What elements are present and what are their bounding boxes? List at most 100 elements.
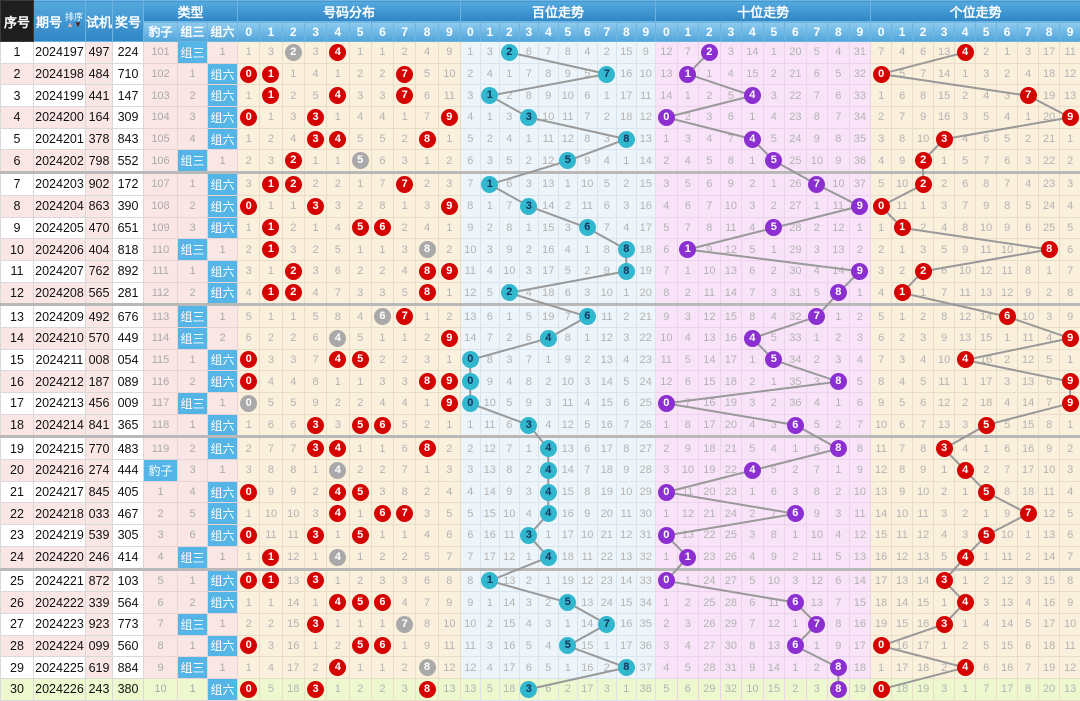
subheader-dist-digit-4: 4 (326, 21, 350, 42)
bai-cell-1: 4 (479, 656, 501, 679)
prize-digit-circle: 3 (307, 130, 325, 148)
shi-cell-7: 7 (805, 172, 829, 196)
ge-cell-6: 7 (996, 459, 1019, 482)
test-number-cell: 404 (85, 238, 113, 261)
test-number-cell: 484 (85, 62, 113, 86)
bai-cell-7: 9 (596, 259, 618, 283)
shi-cell-8: 8 (827, 127, 850, 151)
trend-row-18: 18 2024214 841 365 118 1 组六 1 6 6 3 3 5 6 5 2 1 1 11 6 3 4 12 5… (0, 413, 1080, 439)
shi-cell-6: 20 (784, 41, 807, 64)
dist-cell-0: 2 (237, 612, 261, 636)
type-zusan-cell: 1 (177, 413, 208, 439)
prize-digit-circle: 6 (373, 594, 391, 612)
dist-cell-9: 9 (437, 259, 462, 283)
shi-cell-1: 2 (676, 281, 700, 307)
bai-cell-9: 30 (635, 502, 657, 526)
prize-number-cell: 560 (112, 634, 144, 658)
dist-cell-0: 1 (237, 502, 261, 526)
bai-cell-0: 5 (460, 127, 481, 151)
dist-cell-2: 6 (281, 413, 305, 439)
ge-cell-1: 4 (891, 370, 914, 393)
ge-cell-1: 6 (891, 84, 914, 108)
dist-cell-8: 2 (415, 172, 439, 196)
header-prize-number: 奖号 (112, 0, 144, 42)
bai-cell-2: 4 (499, 370, 520, 393)
dist-cell-7: 1 (393, 326, 417, 350)
prize-digit-circle: 0 (240, 572, 258, 590)
dist-cell-4: 4 (326, 84, 350, 108)
dist-cell-7: 2 (393, 656, 417, 679)
prize-digit-circle: 3 (307, 572, 325, 590)
shi-cell-3: 14 (719, 281, 743, 307)
ge-cell-0: 18 (870, 591, 893, 614)
bai-cell-7: 15 (596, 392, 618, 415)
seq-cell: 30 (0, 677, 34, 701)
seq-cell: 11 (0, 259, 34, 283)
hundreds-trend-circle: 3 (520, 680, 538, 698)
shi-cell-4: 2 (741, 502, 764, 526)
shi-cell-3: 29 (719, 612, 743, 636)
prize-digit-circle: 2 (284, 152, 302, 170)
dist-cell-9: 8 (437, 568, 462, 593)
ge-cell-9: 12 (1059, 656, 1080, 679)
shi-cell-6: 35 (784, 370, 807, 393)
ge-cell-9: 2 (1059, 149, 1080, 175)
ge-cell-0: 7 (870, 348, 893, 372)
dist-cell-3: 3 (303, 612, 328, 636)
subheader-shi-digit-0: 0 (655, 21, 678, 42)
shi-cell-1: 1 (676, 545, 700, 571)
hundreds-trend-circle: 1 (481, 175, 499, 193)
type-zuliu-cell: 组六 (206, 106, 239, 129)
dist-cell-8: 2 (415, 413, 439, 439)
ge-cell-5: 10 (975, 216, 998, 240)
ge-cell-3: 3 (933, 502, 956, 526)
units-trend-circle: 9 (1061, 394, 1079, 412)
ge-cell-1: 13 (891, 568, 914, 593)
trend-row-19: 19 2024215 770 483 119 2 组六 2 7 7 3 4 1 1 6 8 2 2 12 7 1 4 13 6… (0, 436, 1080, 461)
sort-control[interactable]: 排序 ▲▼ (65, 13, 83, 29)
sort-up-icon[interactable]: ▲ (66, 20, 74, 29)
prize-digit-circle: 1 (262, 548, 280, 566)
units-trend-circle: 4 (956, 594, 974, 612)
hundreds-trend-circle: 6 (578, 219, 596, 237)
sort-down-icon[interactable]: ▼ (74, 20, 82, 29)
shi-cell-6: 1 (784, 612, 807, 636)
hundreds-trend-circle: 3 (520, 108, 538, 126)
dist-cell-0: 2 (237, 149, 261, 175)
shi-cell-6: 23 (784, 106, 807, 129)
units-trend-circle: 4 (956, 659, 974, 677)
type-baozi-cell: 104 (143, 106, 178, 129)
shi-cell-5: 5 (762, 149, 786, 175)
dist-cell-4: 4 (326, 41, 350, 64)
shi-cell-6: 21 (784, 62, 807, 86)
bai-cell-2: 7 (499, 436, 520, 461)
bai-cell-7: 17 (596, 436, 618, 461)
ge-cell-9: 6 (1059, 524, 1080, 547)
prize-digit-circle: 9 (440, 373, 458, 391)
ge-cell-3: 12 (933, 392, 956, 415)
subheader-dist-digit-8: 8 (415, 21, 439, 42)
shi-cell-9: 37 (848, 172, 872, 196)
type-zusan-cell: 组三 (177, 545, 208, 571)
trend-row-11: 11 2024207 762 892 111 1 组六 3 1 2 3 6 2 2 4 8 9 11 4 10 3 17 5… (0, 259, 1080, 283)
bai-cell-9: 25 (635, 392, 657, 415)
bai-cell-2: 16 (499, 634, 520, 658)
prize-digit-circle: 5 (351, 219, 369, 237)
test-number-cell: 619 (85, 656, 113, 679)
ge-cell-4: 4 (954, 459, 977, 482)
bai-cell-7: 16 (596, 413, 618, 439)
dist-cell-1: 1 (259, 238, 283, 261)
dist-cell-2: 2 (281, 41, 305, 64)
bai-cell-3: 3 (518, 480, 540, 504)
shi-cell-3: 12 (719, 238, 743, 261)
prize-digit-circle: 7 (396, 308, 414, 326)
ge-cell-8: 21 (1038, 127, 1061, 151)
bai-cell-7: 2 (596, 656, 618, 679)
type-zuliu-cell: 1 (206, 149, 239, 175)
subheader-type-1: 组三 (177, 21, 208, 42)
dist-cell-0: 0 (237, 480, 261, 504)
dist-cell-6: 6 (370, 304, 395, 328)
bai-cell-2: 8 (499, 459, 520, 482)
bai-cell-9: 19 (635, 259, 657, 283)
dist-cell-9: 11 (437, 634, 462, 658)
